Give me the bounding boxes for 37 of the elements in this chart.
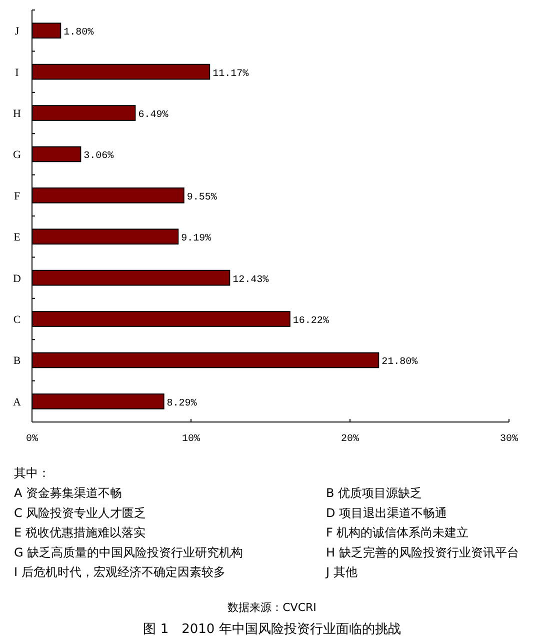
data-label: 1.80% [64,28,94,39]
source-note: 数据来源：CVCRI [228,601,316,614]
text: C 风险投资专业人才匮乏 [14,506,146,520]
text: A 资金募集渠道不畅 [14,486,122,500]
data-label: 8.29% [166,398,197,410]
data-label: 6.49% [138,110,168,121]
text: 其中： [14,466,50,480]
text: H 缺乏完善的风险投资行业资讯平台 [326,545,519,560]
text: I 后危机时代，宏观经济不确定因素较多 [14,565,226,580]
x-tick-label: 0% [26,434,38,445]
y-tick-label: F [14,190,20,202]
x-tick-label: 30% [500,434,518,445]
data-label: 21.80% [382,357,418,368]
text: 图 1 2010 年中国风险投资行业面临的挑战 [143,622,401,637]
y-tick-label: D [13,272,22,285]
y-tick-label: B [13,355,21,368]
y-tick-label: H [13,108,22,120]
text: D 项目退出渠道不畅通 [326,506,448,520]
text: B 优质项目源缺乏 [326,486,422,500]
y-tick-label: J [14,26,20,38]
data-label: 3.06% [84,151,114,162]
data-label: 9.19% [181,234,212,245]
data-label: 11.17% [212,68,249,80]
text: J 其他 [325,565,358,580]
y-tick-label: C [13,314,21,326]
y-tick-label: G [13,149,22,162]
data-label: 16.22% [292,316,329,327]
x-tick-label: 20% [340,434,360,445]
y-tick-label: I [15,66,20,79]
text: G 缺乏高质量的中国风险投资行业研究机构 [14,545,244,560]
text: F 机构的诚信体系尚未建立 [326,526,469,540]
data-label: 9.55% [186,192,217,204]
y-tick-label: E [14,232,21,244]
text: E 税收优惠措施难以落实 [14,526,146,540]
y-tick-label: A [13,396,22,408]
x-tick-label: 10% [182,434,200,445]
data-label: 12.43% [232,274,269,286]
